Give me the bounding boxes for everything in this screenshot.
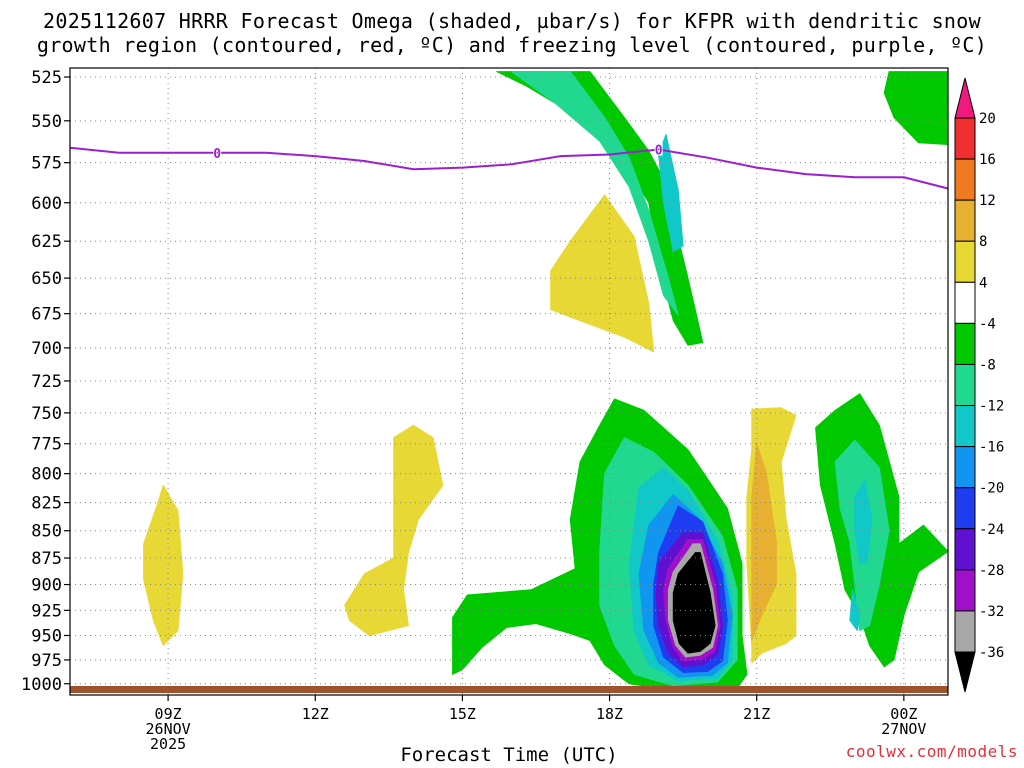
freezing-level-label-2: 0 [655, 143, 663, 158]
x-axis-title: Forecast Time (UTC) [400, 744, 618, 766]
omega-region-main-black-core [672, 552, 716, 654]
colorbar-label-0: 20 [979, 111, 996, 127]
y-tick-label-1000: 1000 [21, 675, 62, 695]
chart-title-line-1: 2025112607 HRRR Forecast Omega (shaded, … [43, 9, 981, 33]
y-tick-label-700: 700 [31, 339, 62, 359]
y-tick-label-925: 925 [31, 601, 62, 621]
colorbar-label-2: 12 [979, 193, 996, 209]
colorbar-segment-11 [954, 528, 976, 571]
colorbar-top-triangle [954, 77, 976, 119]
colorbar-label-12: -32 [979, 604, 1004, 620]
colorbar-segment-6 [954, 322, 976, 365]
omega-region-mid-yellow-blob [344, 424, 444, 636]
colorbar-segment-13 [954, 610, 976, 653]
x-tick-label-15-0: 15Z [449, 705, 476, 723]
ground-surface-band [70, 686, 948, 693]
x-tick-label-24-1: 27NOV [881, 720, 926, 738]
x-tick-label-9-0: 09Z [155, 705, 182, 723]
colorbar-segment-10 [954, 487, 976, 530]
y-tick-label-750: 750 [31, 404, 62, 424]
colorbar-label-1: 16 [979, 152, 996, 168]
plot-area-background [70, 68, 948, 695]
y-tick-label-900: 900 [31, 576, 62, 596]
y-tick-label-575: 575 [31, 154, 62, 174]
colorbar-segment-4 [954, 240, 976, 283]
y-tick-label-950: 950 [31, 626, 62, 646]
y-tick-label-725: 725 [31, 372, 62, 392]
y-tick-label-875: 875 [31, 549, 62, 569]
omega-shading-layer [143, 71, 949, 692]
freezing-level-label-bg [213, 145, 222, 159]
omega-region-left-yellow-blob [143, 484, 184, 646]
colorbar-label-13: -36 [979, 645, 1004, 661]
colorbar-label-10: -24 [979, 522, 1004, 538]
colorbar-segment-8 [954, 405, 976, 448]
x-tick-label-12-0: 12Z [302, 705, 329, 723]
freezing-level-label-1: 0 [213, 147, 221, 162]
freezing-level-label-bg [654, 142, 663, 156]
y-tick-label-625: 625 [31, 232, 62, 252]
colorbar-label-3: 8 [979, 234, 987, 250]
x-tick-label-9-2: 2025 [150, 735, 186, 753]
y-tick-label-800: 800 [31, 465, 62, 485]
colorbar-label-5: -4 [979, 316, 996, 332]
colorbar-label-9: -20 [979, 481, 1004, 497]
y-tick-label-850: 850 [31, 522, 62, 542]
colorbar-segment-7 [954, 363, 976, 407]
x-tick-label-21-0: 21Z [743, 705, 770, 723]
colorbar-segment-3 [954, 199, 976, 242]
omega-colorbar: 20 16 12 8 4 -4 -8 -12 -16 -20 -24 -28 -32 -36 [954, 77, 1004, 693]
y-tick-label-600: 600 [31, 194, 62, 214]
credit-link[interactable]: coolwx.com/models [845, 742, 1018, 761]
y-tick-label-650: 650 [31, 269, 62, 289]
colorbar-segment-5 [954, 281, 976, 324]
y-tick-label-825: 825 [31, 494, 62, 514]
colorbar-segment-1 [954, 117, 976, 160]
colorbar-label-11: -28 [979, 563, 1004, 579]
omega-region-upper-sea-green [511, 71, 679, 316]
y-tick-label-550: 550 [31, 112, 62, 132]
x-tick-label-24-0: 00Z [890, 705, 917, 723]
colorbar-label-8: -16 [979, 440, 1004, 456]
colorbar-segment-2 [954, 158, 976, 201]
colorbar-bottom-triangle [954, 651, 976, 693]
chart-title-line-2: growth region (contoured, red, ºC) and f… [36, 33, 988, 57]
colorbar-label-4: 4 [979, 275, 987, 291]
x-tick-label-9-1: 26NOV [146, 720, 191, 738]
y-tick-label-775: 775 [31, 435, 62, 455]
pressure-axis: 525 550 575 600 625 650 675 700 725 750 775 800 825 8… [21, 68, 70, 695]
colorbar-segment-9 [954, 446, 976, 489]
colorbar-segment-12 [954, 569, 976, 612]
y-tick-label-675: 675 [31, 305, 62, 325]
y-tick-label-975: 975 [31, 651, 62, 671]
y-tick-label-525: 525 [31, 68, 62, 88]
omega-region-right-orange-streak [751, 443, 777, 641]
x-tick-label-18-0: 18Z [596, 705, 623, 723]
omega-region-right-cyan-core [854, 479, 873, 564]
colorbar-label-6: -8 [979, 357, 996, 373]
colorbar-label-7: -12 [979, 399, 1004, 415]
omega-region-upper-yellow-cell [550, 194, 655, 353]
